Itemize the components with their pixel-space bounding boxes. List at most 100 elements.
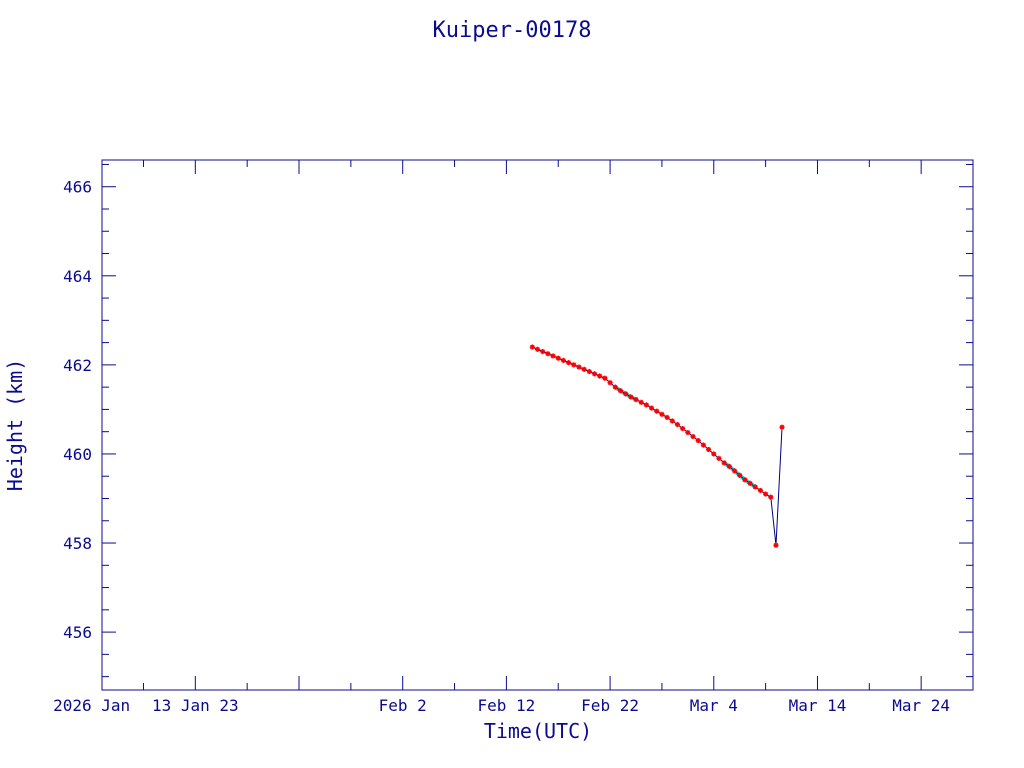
point-marker-stroke [721, 460, 727, 466]
point-marker-stroke [550, 353, 556, 359]
point-marker-stroke [602, 375, 608, 381]
x-tick-label: Mar 24 [892, 696, 950, 715]
data-point [685, 429, 691, 436]
point-marker-stroke [618, 388, 623, 394]
point-marker-stroke [597, 373, 603, 379]
data-point [726, 463, 732, 470]
point-marker-stroke [779, 424, 785, 430]
y-tick-label: 464 [63, 267, 92, 286]
data-point [669, 418, 675, 424]
point-marker-stroke [685, 430, 691, 435]
data-point [617, 388, 624, 394]
data-point [571, 362, 577, 368]
data-point [612, 384, 618, 390]
data-point [659, 411, 665, 417]
data-point [643, 402, 649, 408]
data-point [545, 351, 551, 357]
point-marker-stroke [675, 422, 680, 427]
x-tick-label: Mar 14 [789, 696, 847, 715]
data-point [680, 425, 686, 432]
data-point [700, 442, 707, 448]
x-tick-label: Feb 12 [477, 696, 535, 715]
data-point [540, 348, 546, 355]
y-tick-label: 458 [63, 534, 92, 553]
point-marker-stroke [576, 364, 582, 370]
point-marker-stroke [763, 491, 768, 497]
x-tick-label: Mar 4 [690, 696, 738, 715]
data-point [757, 487, 764, 494]
data-point [737, 472, 743, 478]
data-point [566, 360, 572, 366]
data-point [763, 491, 769, 497]
x-tick-label: 13 Jan 23 [152, 696, 239, 715]
y-tick-label: 456 [63, 623, 92, 642]
data-point [576, 364, 582, 370]
point-marker-stroke [690, 434, 696, 439]
point-marker-stroke [628, 394, 634, 400]
chart-title: Kuiper-00178 [433, 18, 592, 43]
point-marker-stroke [752, 484, 758, 490]
data-series [529, 344, 785, 548]
axis-tick-labels: 456 458 460 462 464 466 2026 Jan 13 Jan 23 Feb 2… [53, 178, 950, 715]
data-point [550, 353, 556, 359]
data-point [607, 380, 613, 386]
point-marker-stroke [545, 351, 551, 357]
point-marker-stroke [701, 442, 706, 448]
x-tick-label: 2026 Jan [53, 696, 130, 715]
point-marker-stroke [711, 451, 717, 457]
point-marker-stroke [727, 464, 732, 469]
point-marker-stroke [623, 391, 628, 397]
data-point [705, 446, 712, 453]
data-point [623, 391, 629, 397]
data-point [591, 371, 598, 377]
axis-ticks [102, 160, 974, 690]
data-point [674, 421, 681, 428]
point-marker-stroke [540, 349, 545, 354]
data-point [602, 375, 608, 381]
point-marker-stroke [612, 384, 618, 390]
point-marker-stroke [659, 411, 665, 417]
point-marker-stroke [747, 481, 753, 486]
data-point [638, 399, 644, 405]
point-marker-stroke [664, 415, 670, 420]
data-point [711, 451, 717, 457]
data-point [648, 405, 655, 411]
data-point [633, 397, 639, 403]
data-point [586, 368, 592, 375]
data-point [555, 355, 561, 361]
point-marker-stroke [773, 542, 779, 548]
point-marker-stroke [638, 399, 644, 405]
data-point [628, 394, 634, 400]
data-point [742, 477, 748, 483]
point-marker-stroke [555, 355, 561, 361]
data-point [773, 542, 779, 548]
data-point [534, 346, 541, 352]
point-marker-stroke [530, 344, 535, 350]
data-point [654, 408, 660, 414]
data-point [581, 366, 587, 372]
data-point [731, 468, 738, 474]
x-tick-label: Feb 2 [379, 696, 427, 715]
point-marker-stroke [566, 360, 571, 365]
data-point [560, 357, 567, 364]
plot-area-frame [101, 159, 974, 691]
data-point [529, 344, 535, 350]
data-point [664, 414, 670, 421]
data-point [721, 460, 727, 466]
y-tick-label: 462 [63, 356, 92, 375]
y-tick-label: 460 [63, 445, 92, 464]
point-marker-stroke [592, 371, 597, 377]
point-marker-stroke [587, 369, 592, 374]
x-axis-label: Time(UTC) [484, 719, 592, 743]
point-marker-stroke [732, 468, 737, 474]
point-marker-stroke [716, 456, 722, 461]
point-marker-stroke [607, 380, 613, 386]
point-marker-stroke [561, 358, 566, 363]
series-line [532, 346, 783, 546]
y-axis-label: Height (km) [3, 359, 27, 491]
data-point [716, 455, 722, 461]
point-marker-stroke [742, 477, 748, 483]
data-point [747, 480, 753, 486]
data-point [768, 494, 774, 500]
point-marker-stroke [680, 426, 685, 431]
